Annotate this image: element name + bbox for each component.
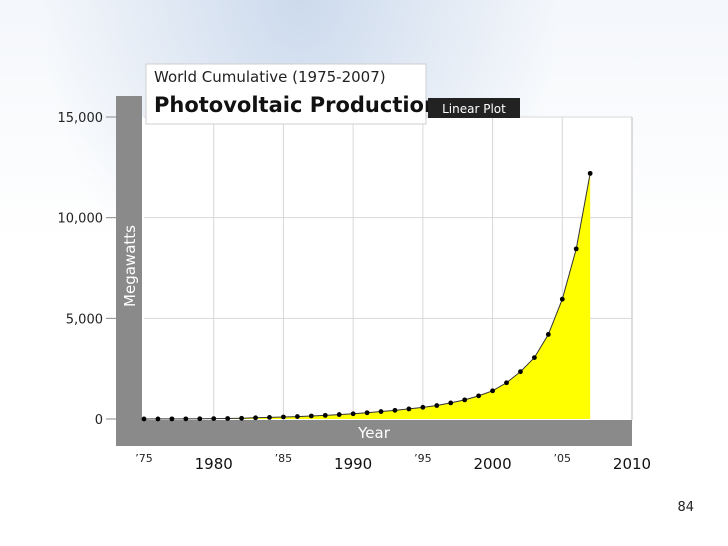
x-ticks: 1980 1990 2000 2010 ’75 ’85 ’95 ’05 <box>135 452 651 473</box>
x-tick-label-minor: ’85 <box>275 452 293 465</box>
y-tick-label: 0 <box>95 413 103 428</box>
data-point <box>281 414 286 420</box>
y-tick-label: 15,000 <box>58 111 104 126</box>
data-point <box>545 332 551 337</box>
y-tick-label: 5,000 <box>66 312 103 327</box>
x-tick-label: 1980 <box>195 455 233 473</box>
data-point <box>169 416 175 422</box>
data-point <box>211 416 217 421</box>
y-ticks: 0 5,000 10,000 15,000 <box>58 111 116 428</box>
data-point <box>197 416 203 422</box>
data-point <box>448 400 454 406</box>
x-tick-label-minor: ’95 <box>414 452 432 465</box>
data-point <box>392 407 398 413</box>
data-point <box>378 409 384 414</box>
linear-plot-badge-label: Linear Plot <box>442 102 506 116</box>
data-markers <box>141 170 593 422</box>
data-point <box>559 296 565 302</box>
x-tick-label-minor: ’05 <box>554 452 572 465</box>
data-point <box>476 393 482 399</box>
x-tick-label-minor: ’75 <box>135 452 153 465</box>
data-point <box>267 414 272 420</box>
chart-title: Photovoltaic Production <box>154 93 439 117</box>
data-point <box>434 403 440 408</box>
data-point <box>225 416 231 421</box>
x-axis-title: Year <box>357 424 391 442</box>
data-point <box>364 410 370 416</box>
chart-subtitle: World Cumulative (1975-2007) <box>154 68 386 86</box>
data-point <box>350 411 356 417</box>
data-point <box>183 416 189 422</box>
data-point <box>573 246 579 252</box>
linear-plot-badge <box>428 98 520 118</box>
data-point <box>490 388 495 394</box>
data-point <box>239 415 245 421</box>
y-tick-label: 10,000 <box>58 212 104 227</box>
data-point <box>141 416 147 422</box>
data-point <box>253 415 258 421</box>
data-point <box>532 355 537 360</box>
slide-number: 84 <box>677 500 694 515</box>
data-point <box>336 412 342 417</box>
data-point <box>294 414 300 419</box>
data-point <box>587 170 593 176</box>
x-tick-label: 1990 <box>334 455 372 473</box>
x-tick-label: 2000 <box>473 455 511 473</box>
y-axis-frame <box>116 96 142 420</box>
x-tick-label: 2010 <box>613 455 651 473</box>
x-axis-frame <box>116 420 632 446</box>
data-point <box>518 369 523 375</box>
data-point <box>504 380 509 386</box>
data-point <box>308 413 314 419</box>
data-point <box>322 412 328 418</box>
series-area <box>144 173 591 419</box>
title-card <box>145 63 427 125</box>
data-point <box>155 416 161 422</box>
y-axis-title: Megawatts <box>121 225 139 307</box>
data-point <box>462 397 468 403</box>
data-point <box>420 404 426 410</box>
data-point <box>406 406 412 412</box>
